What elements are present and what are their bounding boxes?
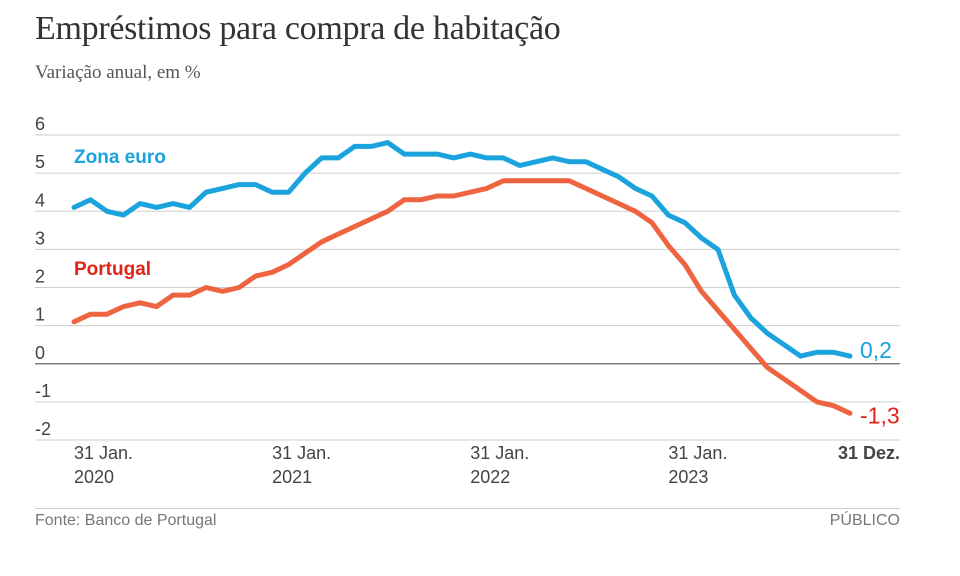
series-line-zona-euro — [71, 140, 853, 359]
y-tick-label: -1 — [35, 381, 51, 401]
series-lines — [71, 140, 853, 416]
y-tick-label: 6 — [35, 114, 45, 134]
x-tick-label: 31 Jan. — [668, 443, 727, 463]
y-axis-ticks: 6 5 4 3 2 1 0 -1 -2 — [35, 114, 51, 439]
y-tick-label: -2 — [35, 419, 51, 439]
chart-title: Empréstimos para compra de habitação — [35, 10, 561, 47]
series-labels: Zona euro Portugal 0,2 -1,3 — [74, 147, 900, 428]
x-tick-label: 31 Jan. — [74, 443, 133, 463]
x-tick-year: 2021 — [272, 467, 312, 487]
series-label-zona-euro: Zona euro — [74, 147, 166, 168]
x-tick-label: 31 Jan. — [272, 443, 331, 463]
series-label-portugal: Portugal — [74, 259, 151, 280]
x-axis-ticks: 31 Jan. 2020 31 Jan. 2021 31 Jan. 2022 31 Jan.… — [74, 443, 900, 487]
x-tick-year: 2020 — [74, 467, 114, 487]
source-note: Fonte: Banco de Portugal — [35, 512, 217, 529]
y-tick-label: 4 — [35, 190, 45, 210]
x-tick-label: 31 Jan. — [470, 443, 529, 463]
x-tick-year: 2023 — [668, 467, 708, 487]
y-tick-label: 3 — [35, 228, 45, 248]
publisher-brand: PÚBLICO — [829, 512, 900, 529]
y-tick-label: 1 — [35, 305, 45, 325]
x-tick-label: 31 Dez. — [838, 443, 900, 463]
grid-lines — [35, 134, 900, 441]
y-tick-label: 0 — [35, 343, 45, 363]
x-tick-year: 2022 — [470, 467, 510, 487]
y-tick-label: 5 — [35, 152, 45, 172]
end-value-portugal: -1,3 — [860, 402, 900, 428]
chart-subtitle: Variação anual, em % — [35, 62, 201, 83]
y-tick-label: 2 — [35, 267, 45, 287]
series-line-portugal — [71, 178, 853, 416]
end-value-zona-euro: 0,2 — [860, 337, 892, 363]
footer-divider — [35, 508, 900, 509]
